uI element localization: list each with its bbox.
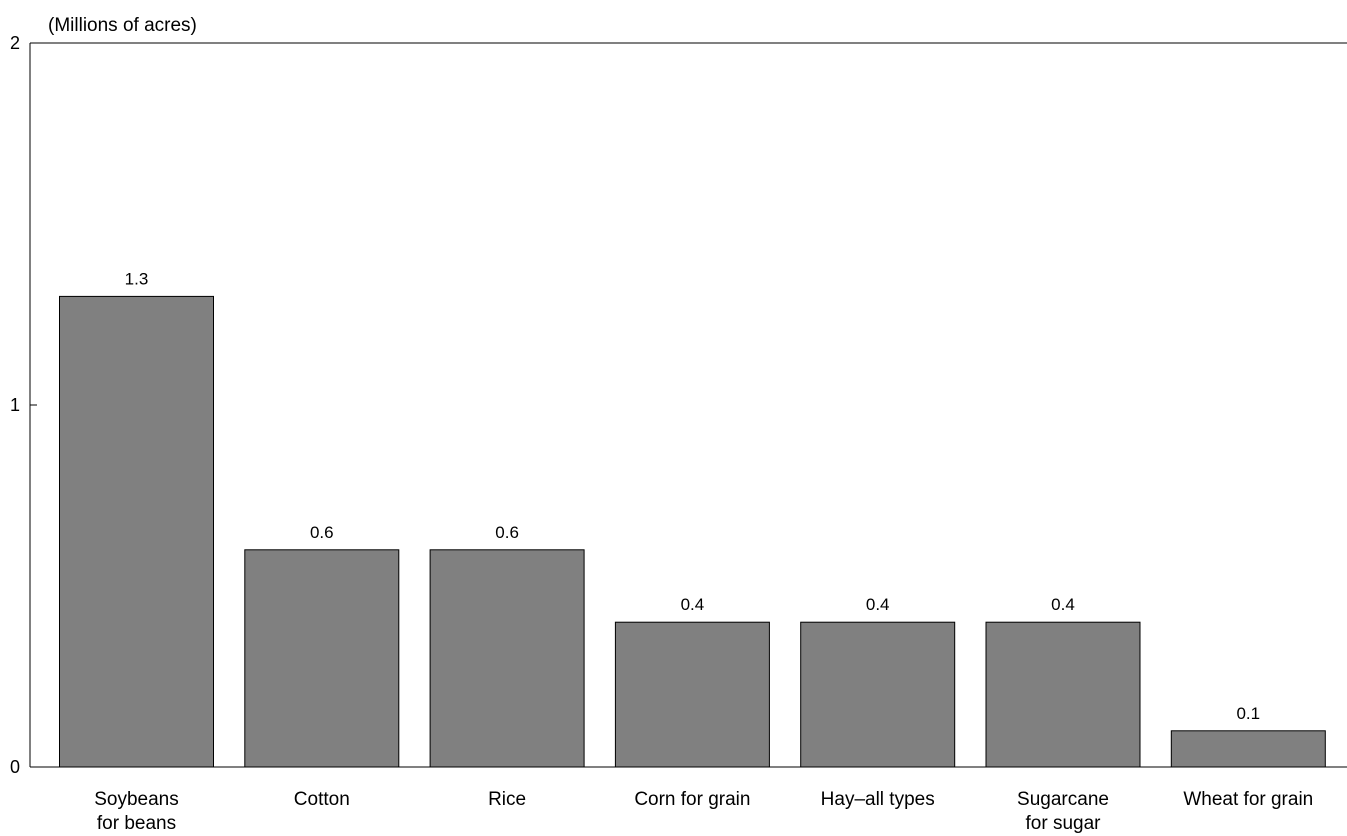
category-labels: Soybeans for beans Cotton Rice Corn for grai… (94, 789, 1313, 834)
bar (429, 549, 585, 768)
bar (800, 621, 956, 768)
y-tick-label: 0 (10, 757, 20, 777)
data-label: 0.1 (1236, 704, 1260, 723)
category-label: Soybeans (94, 789, 179, 810)
data-label: 0.4 (1051, 595, 1075, 614)
bar (244, 549, 400, 768)
data-label: 1.3 (125, 269, 149, 288)
category-label: Hay–all types (821, 789, 935, 810)
category-label: Wheat for grain (1183, 789, 1313, 810)
y-tick-label: 1 (10, 395, 20, 415)
category-label: for beans (97, 813, 176, 834)
category-label: Sugarcane (1017, 789, 1109, 810)
category-label: Rice (488, 789, 526, 810)
category-label: for sugar (1026, 813, 1102, 834)
data-label: 0.4 (866, 595, 890, 614)
data-label: 0.6 (310, 523, 334, 542)
bar (1170, 730, 1326, 768)
category-label: Corn for grain (634, 789, 750, 810)
bar (614, 621, 770, 768)
y-ticks: 0 1 2 (10, 33, 37, 777)
data-labels: 1.3 0.6 0.6 0.4 0.4 0.4 0.1 (125, 269, 1260, 722)
bar (985, 621, 1141, 768)
data-label: 0.4 (681, 595, 705, 614)
data-label: 0.6 (495, 523, 519, 542)
y-axis-label: (Millions of acres) (48, 15, 197, 36)
bars (59, 295, 1326, 768)
category-label: Cotton (294, 789, 350, 810)
bar (59, 295, 214, 768)
y-tick-label: 2 (10, 33, 20, 53)
